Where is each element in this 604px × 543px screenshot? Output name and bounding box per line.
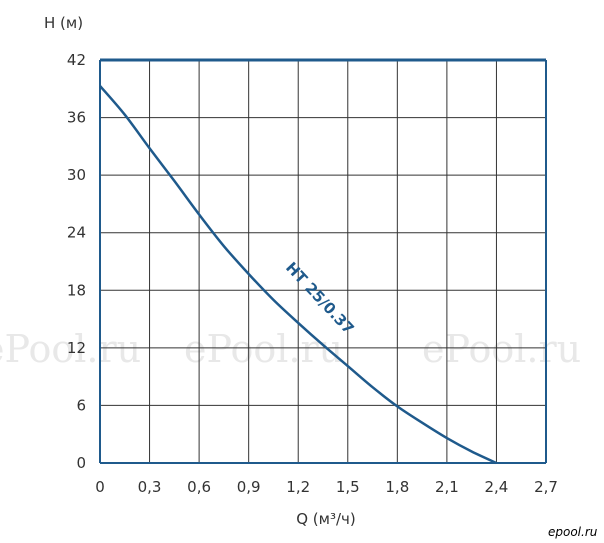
y-tick-label: 36 xyxy=(67,109,86,127)
tick-labels: 0 0,3 0,6 0,9 1,2 1,5 1,8 2,1 2,4 2,7 0 6 12 18 24 30 36… xyxy=(67,51,558,496)
y-tick-label: 30 xyxy=(67,166,86,184)
x-axis-title: Q (м³/ч) xyxy=(296,510,356,528)
y-tick-label: 12 xyxy=(67,339,86,357)
watermark-text: ePool.ru xyxy=(422,327,581,371)
series-line xyxy=(99,85,497,465)
x-tick-label: 1,5 xyxy=(336,478,360,496)
x-tick-label: 2,4 xyxy=(485,478,509,496)
x-tick-label: 0,9 xyxy=(237,478,261,496)
y-tick-label: 0 xyxy=(76,454,86,472)
x-tick-label: 1,8 xyxy=(385,478,409,496)
y-tick-label: 42 xyxy=(67,51,86,69)
x-tick-label: 2,1 xyxy=(435,478,459,496)
x-tick-label: 1,2 xyxy=(286,478,310,496)
brand-logo: epool.ru xyxy=(548,525,598,539)
watermark-text: ePool.ru xyxy=(0,327,141,371)
y-tick-label: 18 xyxy=(67,281,86,299)
series-label: HT 25/0.37 xyxy=(282,259,357,338)
y-axis-title: H (м) xyxy=(44,14,83,32)
y-tick-label: 6 xyxy=(76,396,86,414)
plot-frame xyxy=(99,58,547,464)
x-tick-label: 0 xyxy=(95,478,105,496)
x-tick-label: 2,7 xyxy=(534,478,558,496)
y-tick-label: 24 xyxy=(67,224,86,242)
watermark-layer: ePool.ru ePool.ru ePool.ru xyxy=(0,327,581,371)
grid-lines xyxy=(99,59,547,464)
x-tick-label: 0,6 xyxy=(187,478,211,496)
x-tick-label: 0,3 xyxy=(138,478,162,496)
watermark-text: ePool.ru xyxy=(184,327,343,371)
